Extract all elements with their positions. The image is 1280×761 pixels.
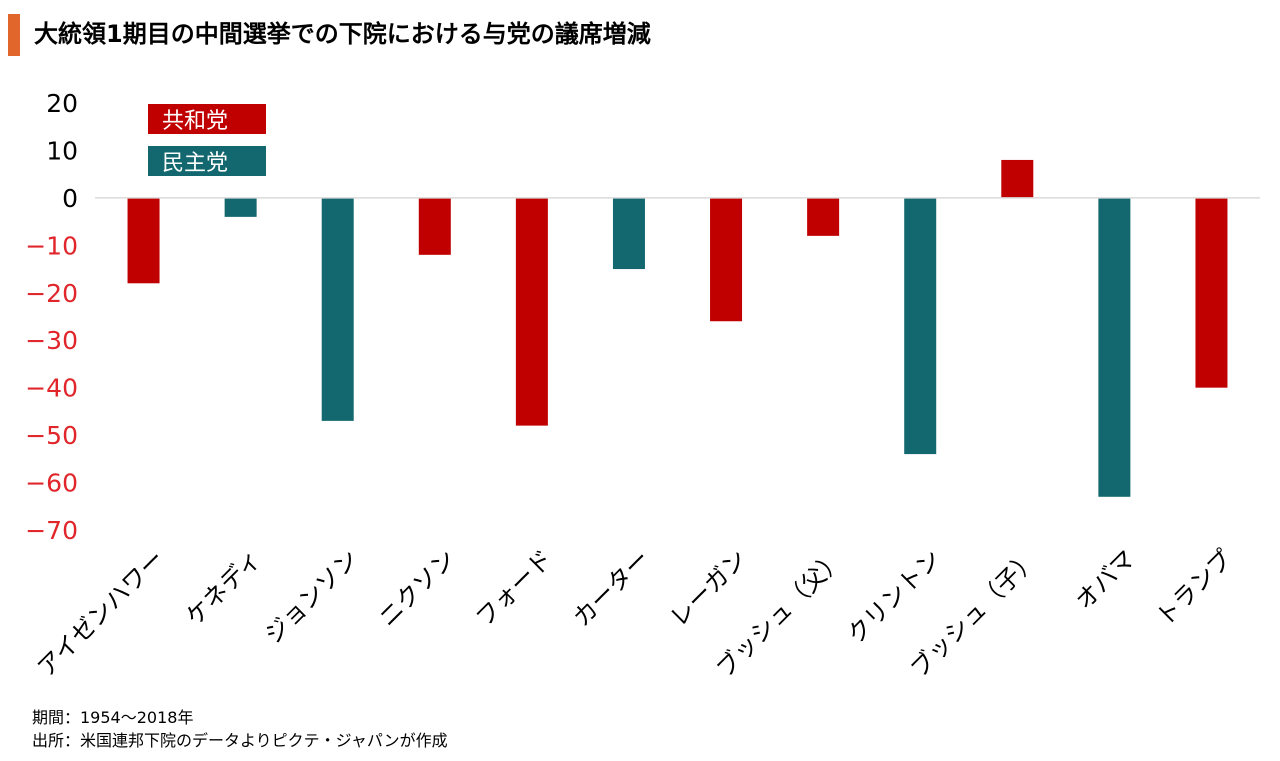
bar-11 [1098,197,1131,497]
y-tick-label: −10 [25,231,78,260]
bar-1 [127,197,160,284]
bars [127,159,1228,497]
legend-swatch-democrat [148,146,266,176]
bar-4 [418,197,451,255]
bar-2 [224,197,257,217]
title-accent-bar [8,14,20,56]
bar-5 [515,197,548,426]
legend-label-republican: 共和党 [162,109,228,134]
x-tick-label: ケネディ [180,544,266,630]
x-tick-label: フォード [470,544,558,632]
bar-7 [710,197,743,322]
y-tick-label: −40 [25,374,78,403]
x-tick-label: ニクソン [373,544,461,632]
legend-swatch-republican [148,104,266,134]
y-axis: 20 10 0 −10 −20 −30 −40 −50 −60 −70 [25,89,78,545]
y-tick-label: −30 [25,326,78,355]
y-tick-label: −20 [25,279,78,308]
y-tick-label: −50 [25,421,78,450]
x-tick-label: レーガン [665,544,753,632]
x-tick-label: カーター [568,544,656,632]
bar-6 [612,197,645,270]
y-tick-label: −60 [25,469,78,498]
legend-label-democrat: 民主党 [162,151,228,176]
chart-title: 大統領1期目の中間選挙での下院における与党の議席増減 [34,20,651,48]
bar-9 [904,197,937,455]
y-tick-label: −70 [25,516,78,545]
x-tick-label: トランプ [1151,544,1238,631]
x-tick-label: アイゼンハワー [32,544,170,682]
y-tick-label: 10 [46,136,78,165]
bar-12 [1195,197,1228,388]
bar-8 [807,197,840,236]
footer-period: 期間：1954～2018年 [32,708,194,727]
x-tick-label: クリントン [842,544,947,649]
x-tick-label: ジョンソン [259,544,364,649]
footer-source: 出所：米国連邦下院のデータよりピクテ・ジャパンが作成 [32,731,448,750]
bar-10 [1001,159,1034,198]
bar-3 [321,197,354,421]
x-tick-label: オバマ [1070,544,1141,615]
y-tick-label: 20 [46,89,78,118]
y-tick-label: 0 [62,184,78,213]
